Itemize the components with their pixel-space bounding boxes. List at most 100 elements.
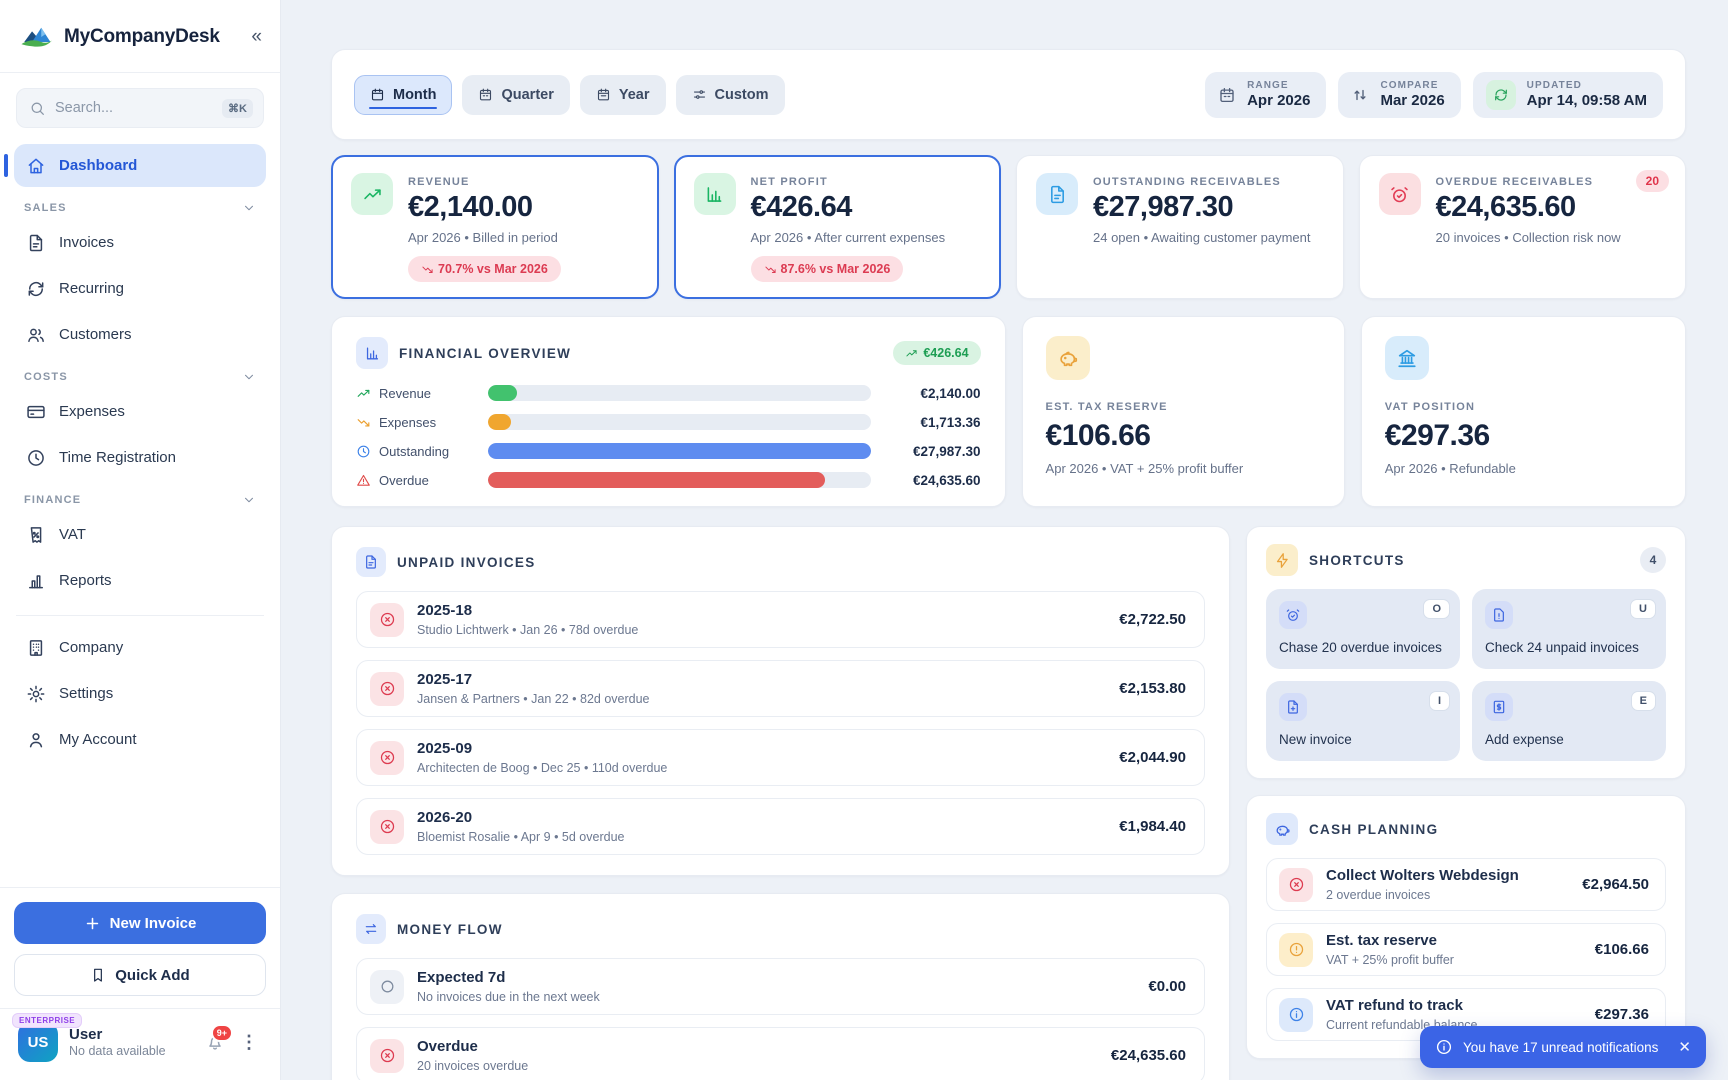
sidebar-item-reports[interactable]: Reports [14, 559, 266, 602]
shortcut-label: New invoice [1279, 732, 1352, 748]
toast-close-button[interactable]: ✕ [1678, 1039, 1691, 1056]
cash-planning-card: CASH PLANNING Collect Wolters Webdesign 2… [1246, 795, 1686, 1060]
sidebar-item-settings[interactable]: Settings [14, 672, 266, 715]
plan-badge: ENTERPRISE [12, 1013, 83, 1028]
sidebar-item-time-registration[interactable]: Time Registration [14, 436, 266, 479]
shortcut-add-expense[interactable]: E Add expense [1472, 681, 1666, 762]
updated-value: Apr 14, 09:58 AM [1526, 92, 1647, 109]
plan-title: Est. tax reserve [1326, 932, 1437, 950]
fin-row-revenue: Revenue €2,140.00 [356, 385, 981, 401]
shortcut-check-unpaid[interactable]: U Check 24 unpaid invoices [1472, 589, 1666, 670]
quick-add-button[interactable]: Quick Add [14, 954, 266, 996]
kpi-card-outstanding[interactable]: OUTSTANDING RECEIVABLES €27,987.30 24 op… [1016, 155, 1344, 299]
trending-down-icon [764, 266, 776, 273]
bar-value: €2,140.00 [920, 385, 981, 401]
left-column: UNPAID INVOICES 2025-18 Studio Lichtwerk … [331, 526, 1230, 1080]
kpi-card-revenue[interactable]: REVENUE €2,140.00 Apr 2026 • Billed in p… [331, 155, 659, 299]
sidebar-item-expenses[interactable]: Expenses [14, 390, 266, 433]
sidebar-section-sales[interactable]: SALES [24, 201, 256, 215]
calendar-icon [596, 87, 611, 102]
kpi-value: €24,635.60 [1435, 191, 1577, 223]
refresh-icon [26, 279, 46, 299]
brand-title: MyCompanyDesk [64, 26, 220, 47]
file-alert-icon [1485, 601, 1513, 629]
fin-row-outstanding: Outstanding €27,987.30 [356, 443, 981, 459]
sidebar-collapse-button[interactable]: « [251, 26, 262, 47]
swap-arrows-icon [356, 914, 386, 944]
tab-custom[interactable]: Custom [675, 74, 785, 115]
sidebar-item-dashboard[interactable]: Dashboard [4, 144, 266, 187]
bar-track [488, 472, 871, 488]
invoice-row[interactable]: 2025-09 Architecten de Boog • Dec 25 • 11… [356, 729, 1205, 786]
invoice-row[interactable]: 2026-20 Bloemist Rosalie • Apr 9 • 5d ove… [356, 798, 1205, 855]
user-panel[interactable]: US ENTERPRISE User No data available 9+ … [0, 1008, 280, 1068]
panel-title: SHORTCUTS [1309, 552, 1405, 568]
sidebar-item-company[interactable]: Company [14, 626, 266, 669]
piggy-bank-icon [1045, 336, 1090, 380]
trending-up-icon [351, 173, 393, 215]
circle-x-icon [1279, 867, 1313, 902]
kpi-label: NET PROFIT [750, 176, 828, 188]
sidebar-item-customers[interactable]: Customers [14, 313, 266, 356]
bar-track [488, 414, 871, 430]
clock-icon [356, 444, 371, 459]
kpi-label: OVERDUE RECEIVABLES [1435, 176, 1594, 188]
panel-title: FINANCIAL OVERVIEW [399, 345, 572, 361]
kpi-value: €426.64 [750, 191, 853, 223]
building-icon [26, 638, 46, 658]
sidebar-item-my-account[interactable]: My Account [14, 718, 266, 761]
circle-x-icon [370, 809, 404, 844]
cash-planning-row[interactable]: Est. tax reserve VAT + 25% profit buffer … [1266, 923, 1666, 977]
notifications-bell-button[interactable]: 9+ [205, 1024, 233, 1052]
kpi-label: OUTSTANDING RECEIVABLES [1093, 176, 1281, 188]
tab-quarter[interactable]: Quarter [462, 74, 570, 115]
compare-chip[interactable]: COMPARE Mar 2026 [1338, 71, 1461, 118]
alarm-clock-icon [1279, 601, 1307, 629]
calendar-icon [1218, 86, 1236, 104]
invoice-row[interactable]: 2025-17 Jansen & Partners • Jan 22 • 82d … [356, 660, 1205, 717]
tab-month[interactable]: Month [354, 74, 453, 115]
kpi-card-overdue[interactable]: OVERDUE RECEIVABLES €24,635.60 20 invoic… [1358, 155, 1686, 299]
sidebar-section-finance[interactable]: FINANCE [24, 493, 256, 507]
sidebar-item-label: Customers [59, 326, 132, 343]
invoice-meta: Bloemist Rosalie • Apr 9 • 5d overdue [417, 830, 625, 844]
search-placeholder: Search... [55, 100, 114, 116]
circle-x-icon [370, 1038, 404, 1073]
shortcut-key-badge: O [1423, 599, 1450, 619]
right-column: SHORTCUTS 4 O Chase 20 overdue invoices … [1246, 526, 1686, 1060]
shortcut-new-invoice[interactable]: I New invoice [1266, 681, 1460, 762]
home-icon [26, 156, 46, 176]
kpi-card-net-profit[interactable]: NET PROFIT €426.64 Apr 2026 • After curr… [673, 155, 1001, 299]
sidebar-item-invoices[interactable]: Invoices [14, 221, 266, 264]
user-menu-button[interactable]: ⋮ [240, 1031, 258, 1052]
search-input[interactable]: Search... ⌘K [16, 88, 264, 128]
shortcut-chase-overdue[interactable]: O Chase 20 overdue invoices [1266, 589, 1460, 670]
invoice-row[interactable]: 2025-18 Studio Lichtwerk • Jan 26 • 78d o… [356, 591, 1205, 648]
file-plus-icon [1279, 693, 1307, 722]
updated-chip[interactable]: UPDATED Apr 14, 09:58 AM [1472, 71, 1663, 118]
money-flow-row[interactable]: Expected 7d No invoices due in the next w… [356, 958, 1205, 1015]
notification-toast: You have 17 unread notifications ✕ [1420, 1026, 1706, 1068]
alert-circle-icon [1279, 932, 1313, 967]
unpaid-invoices-card: UNPAID INVOICES 2025-18 Studio Lichtwerk … [331, 526, 1230, 876]
kpi-value: €27,987.30 [1093, 191, 1234, 223]
cash-planning-row[interactable]: Collect Wolters Webdesign 2 overdue invoi… [1266, 858, 1666, 912]
calendar-icon [370, 87, 385, 102]
credit-card-icon [26, 402, 46, 422]
range-chip[interactable]: RANGE Apr 2026 [1205, 71, 1327, 118]
sidebar-item-vat[interactable]: VAT [14, 513, 266, 556]
tab-year[interactable]: Year [579, 74, 666, 115]
notification-count-badge: 9+ [210, 1024, 233, 1042]
kpi-delta-badge: 87.6% vs Mar 2026 [750, 256, 904, 282]
kpi-subtitle: 20 invoices • Collection risk now [1435, 230, 1621, 245]
file-text-icon [26, 233, 46, 253]
sidebar-item-recurring[interactable]: Recurring [14, 267, 266, 310]
new-invoice-button[interactable]: New Invoice [14, 902, 266, 944]
money-flow-row[interactable]: Overdue 20 invoices overdue €24,635.60 [356, 1027, 1205, 1080]
sidebar-section-costs[interactable]: COSTS [24, 370, 256, 384]
net-result-badge: €426.64 [893, 341, 981, 365]
sidebar-item-label: VAT [59, 526, 86, 543]
toolbar-chips: RANGE Apr 2026 COMPARE Mar 2026 UPDATED [1205, 71, 1663, 118]
compare-value: Mar 2026 [1380, 92, 1445, 109]
